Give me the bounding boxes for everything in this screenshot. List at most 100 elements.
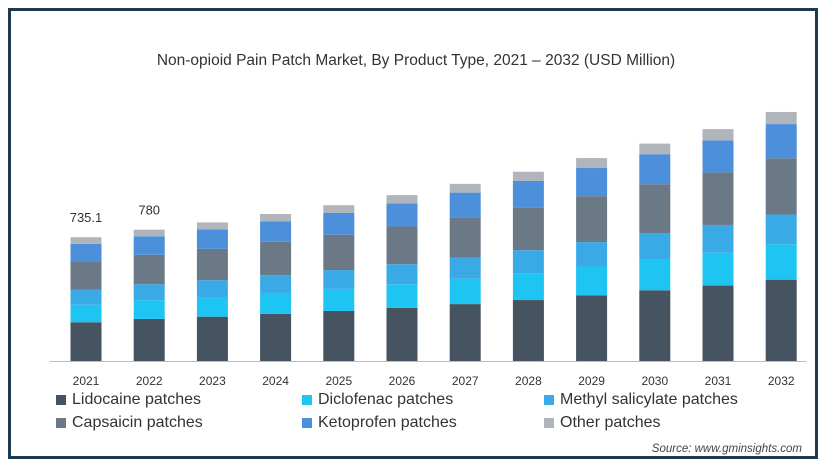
bar-segment-ketoprofen-patches-2029 (576, 168, 608, 197)
x-tick-label-2027: 2027 (452, 374, 479, 388)
legend-swatch (56, 395, 66, 405)
bar-segment-capsaicin-patches-2030 (639, 184, 671, 234)
bar-segment-capsaicin-patches-2029 (576, 196, 608, 243)
bar-segment-lidocaine-patches-2031 (702, 285, 734, 361)
bar-segment-methyl-salicylate-patches-2032 (765, 214, 797, 245)
x-tick-label-2024: 2024 (262, 374, 289, 388)
bar-segment-diclofenac-patches-2028 (512, 273, 544, 301)
bar-segment-other-patches-2027 (449, 183, 481, 193)
bar-segment-other-patches-2032 (765, 111, 797, 125)
x-tick-label-2030: 2030 (641, 374, 668, 388)
legend-label: Lidocaine patches (72, 391, 201, 408)
data-label-2022: 780 (138, 203, 160, 218)
bar-segment-lidocaine-patches-2021 (70, 322, 102, 361)
bar-segment-lidocaine-patches-2028 (512, 300, 544, 361)
bar-segment-other-patches-2024 (260, 214, 292, 222)
x-tick-label-2021: 2021 (73, 374, 100, 388)
bar-segment-methyl-salicylate-patches-2030 (639, 233, 671, 260)
bar-segment-ketoprofen-patches-2025 (323, 212, 355, 235)
x-tick-label-2022: 2022 (136, 374, 163, 388)
legend-label: Capsaicin patches (72, 414, 203, 431)
bar-segment-ketoprofen-patches-2022 (133, 236, 165, 255)
bar-segment-methyl-salicylate-patches-2026 (386, 264, 418, 285)
bar-segment-capsaicin-patches-2025 (323, 234, 355, 271)
legend-item-capsaicin-patches: Capsaicin patches (56, 412, 203, 434)
bar-segment-methyl-salicylate-patches-2029 (576, 242, 608, 267)
legend-item-methyl-salicylate-patches: Methyl salicylate patches (544, 389, 738, 411)
bar-segment-ketoprofen-patches-2028 (512, 180, 544, 208)
bar-segment-ketoprofen-patches-2030 (639, 154, 671, 185)
bar-segment-capsaicin-patches-2028 (512, 207, 544, 251)
legend-label: Methyl salicylate patches (560, 391, 738, 408)
legend-item-lidocaine-patches: Lidocaine patches (56, 389, 201, 411)
bar-segment-methyl-salicylate-patches-2024 (260, 275, 292, 293)
bar-segment-other-patches-2029 (576, 158, 608, 169)
chart-title: Non-opioid Pain Patch Market, By Product… (156, 52, 676, 69)
bar-segment-methyl-salicylate-patches-2025 (323, 270, 355, 289)
bar-segment-lidocaine-patches-2026 (386, 307, 418, 361)
x-tick-label-2025: 2025 (325, 374, 352, 388)
bar-segment-diclofenac-patches-2027 (449, 278, 481, 305)
bar-segment-methyl-salicylate-patches-2021 (70, 289, 102, 305)
bar-segment-diclofenac-patches-2026 (386, 284, 418, 308)
bar-segment-lidocaine-patches-2022 (133, 318, 165, 361)
bar-segment-other-patches-2023 (196, 222, 228, 230)
legend-swatch (302, 395, 312, 405)
legend-label: Ketoprofen patches (318, 414, 457, 431)
bar-segment-lidocaine-patches-2029 (576, 295, 608, 361)
bar-segment-capsaicin-patches-2027 (449, 217, 481, 258)
bar-segment-other-patches-2022 (133, 229, 165, 237)
bar-segment-other-patches-2030 (639, 143, 671, 155)
bar-segment-methyl-salicylate-patches-2028 (512, 250, 544, 274)
bar-segment-diclofenac-patches-2031 (702, 252, 734, 286)
x-tick-label-2031: 2031 (705, 374, 732, 388)
bar-segment-diclofenac-patches-2029 (576, 266, 608, 296)
bar-segment-methyl-salicylate-patches-2027 (449, 257, 481, 279)
legend-swatch (544, 395, 554, 405)
legend-item-ketoprofen-patches: Ketoprofen patches (302, 412, 457, 434)
bar-segment-diclofenac-patches-2024 (260, 292, 292, 314)
bar-segment-diclofenac-patches-2022 (133, 300, 165, 319)
bar-segment-ketoprofen-patches-2026 (386, 203, 418, 227)
bar-segment-methyl-salicylate-patches-2022 (133, 284, 165, 301)
bar-segment-ketoprofen-patches-2024 (260, 221, 292, 242)
x-tick-label-2023: 2023 (199, 374, 226, 388)
legend-item-diclofenac-patches: Diclofenac patches (302, 389, 453, 411)
bar-segment-capsaicin-patches-2022 (133, 254, 165, 285)
bar-segment-lidocaine-patches-2025 (323, 310, 355, 361)
x-tick-label-2029: 2029 (578, 374, 605, 388)
bar-segment-lidocaine-patches-2032 (765, 279, 797, 361)
bar-segment-diclofenac-patches-2021 (70, 304, 102, 323)
bar-segment-lidocaine-patches-2030 (639, 290, 671, 361)
chart-legend: Lidocaine patches Diclofenac patches Methy… (56, 389, 776, 437)
bar-segment-diclofenac-patches-2025 (323, 288, 355, 311)
legend-swatch (302, 418, 312, 428)
bar-segment-other-patches-2031 (702, 129, 734, 141)
legend-label: Other patches (560, 414, 661, 431)
bar-segment-methyl-salicylate-patches-2023 (196, 280, 228, 298)
bar-segment-diclofenac-patches-2030 (639, 259, 671, 291)
bar-segment-ketoprofen-patches-2023 (196, 229, 228, 249)
bar-segment-other-patches-2026 (386, 195, 418, 204)
bar-segment-capsaicin-patches-2024 (260, 241, 292, 276)
legend-swatch (56, 418, 66, 428)
bar-segment-ketoprofen-patches-2032 (765, 124, 797, 159)
bar-segment-capsaicin-patches-2026 (386, 226, 418, 265)
x-tick-label-2028: 2028 (515, 374, 542, 388)
bar-segment-other-patches-2028 (512, 171, 544, 181)
bar-segment-other-patches-2021 (70, 237, 102, 244)
bar-segment-ketoprofen-patches-2021 (70, 243, 102, 262)
legend-item-other-patches: Other patches (544, 412, 661, 434)
bar-segment-capsaicin-patches-2023 (196, 248, 228, 281)
bar-segment-diclofenac-patches-2032 (765, 244, 797, 280)
bar-segment-capsaicin-patches-2021 (70, 261, 102, 290)
data-label-2021: 735.1 (70, 210, 103, 225)
legend-label: Diclofenac patches (318, 391, 454, 408)
x-tick-label-2032: 2032 (768, 374, 795, 388)
bar-segment-other-patches-2025 (323, 205, 355, 213)
bar-segment-lidocaine-patches-2024 (260, 313, 292, 361)
bar-segment-lidocaine-patches-2023 (196, 316, 228, 361)
source-note: Source: www.gminsights.com (651, 443, 802, 455)
bar-segment-methyl-salicylate-patches-2031 (702, 224, 734, 253)
